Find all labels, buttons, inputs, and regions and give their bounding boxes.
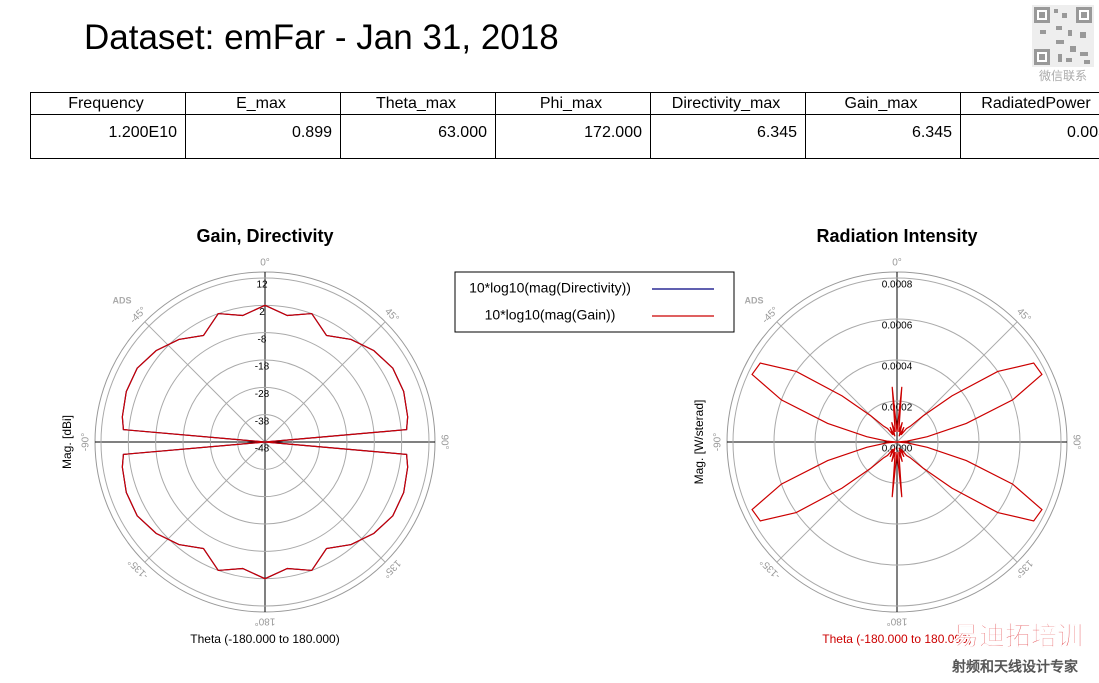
radial-tick-label: 0.0006 <box>882 321 913 332</box>
radial-tick-label: -38 <box>255 416 270 427</box>
plots: Gain, DirectivityADS0°45°90°135°180°-135… <box>60 226 1081 646</box>
data-cell: 0.003 <box>960 114 1099 159</box>
header-cell: Gain_max <box>805 92 961 115</box>
radial-tick-label: -28 <box>255 389 270 400</box>
brand-watermark: 易迪拓培训 <box>953 621 1083 651</box>
radial-tick-label: -48 <box>255 444 270 455</box>
angle-spoke <box>896 321 1018 443</box>
chart-title: Radiation Intensity <box>816 226 977 246</box>
data-cell: 6.345 <box>805 114 961 159</box>
radial-tick-label: -8 <box>258 334 267 345</box>
chart-title: Gain, Directivity <box>196 226 333 246</box>
angle-tick-label: 180° <box>887 615 908 626</box>
ads-watermark: ADS <box>744 295 763 305</box>
data-cell: 0.899 <box>185 114 341 159</box>
angle-tick-label: -90° <box>713 433 724 451</box>
grid-ring <box>773 318 1021 566</box>
grid-ring <box>209 386 321 498</box>
angle-tick-label: 0° <box>892 258 902 269</box>
angle-tick-label: 0° <box>260 258 270 269</box>
ads-watermark: ADS <box>112 295 131 305</box>
grid-ring <box>855 400 939 484</box>
legend-label: 10*log10(mag(Directivity)) <box>469 280 631 296</box>
angle-spoke <box>264 441 386 563</box>
angle-tick-label: 90° <box>1070 434 1081 449</box>
x-axis-label: Theta (-180.000 to 180.000) <box>822 632 971 646</box>
page-title: Dataset: emFar - Jan 31, 2018 <box>84 18 559 57</box>
qr-code <box>1032 5 1094 67</box>
summary-table: Frequency E_max Theta_max Phi_max Direct… <box>30 92 1099 159</box>
data-cell: 6.345 <box>650 114 806 159</box>
radial-tick-label: 0.0000 <box>882 444 913 455</box>
radial-tick-label: 12 <box>256 280 268 291</box>
summary-table-wrap: Frequency E_max Theta_max Phi_max Direct… <box>30 92 1099 159</box>
radial-tick-label: 0.0004 <box>882 362 913 373</box>
data-cell: 1.200E10 <box>30 114 186 159</box>
header-cell: RadiatedPower <box>960 92 1099 115</box>
radial-tick-label: -18 <box>255 362 270 373</box>
legend-label: 10*log10(mag(Gain)) <box>485 307 616 323</box>
header-cell: Directivity_max <box>650 92 806 115</box>
angle-spoke <box>144 441 266 563</box>
tagline-watermark: 射频和天线设计专家 <box>951 659 1079 675</box>
y-axis-label: Mag. [W/sterad] <box>692 400 706 485</box>
grid-ring <box>100 277 430 607</box>
radial-tick-label: 0.0002 <box>882 403 913 414</box>
header-row: Frequency E_max Theta_max Phi_max Direct… <box>30 92 1099 115</box>
grid-ring <box>732 277 1062 607</box>
grid-ring <box>155 332 375 552</box>
series-line <box>751 362 1043 522</box>
angle-tick-label: 90° <box>438 434 449 449</box>
legend-box <box>454 271 735 333</box>
angle-spoke <box>264 321 386 443</box>
radial-tick-label: 2 <box>259 307 265 318</box>
grid-ring <box>182 359 348 525</box>
angle-spoke <box>896 441 1018 563</box>
series-line <box>121 304 409 580</box>
y-axis-label: Mag. [dBi] <box>60 415 74 469</box>
data-cell: 63.000 <box>340 114 496 159</box>
x-axis-label: Theta (-180.000 to 180.000) <box>190 632 339 646</box>
angle-spoke <box>776 441 898 563</box>
qr-caption: 微信联系 <box>1039 69 1087 83</box>
data-cell: 172.000 <box>495 114 651 159</box>
radial-tick-label: 0.0008 <box>882 280 913 291</box>
grid-ring <box>814 359 980 525</box>
angle-tick-label: 180° <box>255 615 276 626</box>
angle-spoke <box>776 321 898 443</box>
data-row: 1.200E10 0.899 63.000 172.000 6.345 6.34… <box>30 114 1099 159</box>
angle-spoke <box>144 321 266 443</box>
angle-tick-label: -90° <box>81 433 92 451</box>
grid-ring <box>237 414 293 470</box>
